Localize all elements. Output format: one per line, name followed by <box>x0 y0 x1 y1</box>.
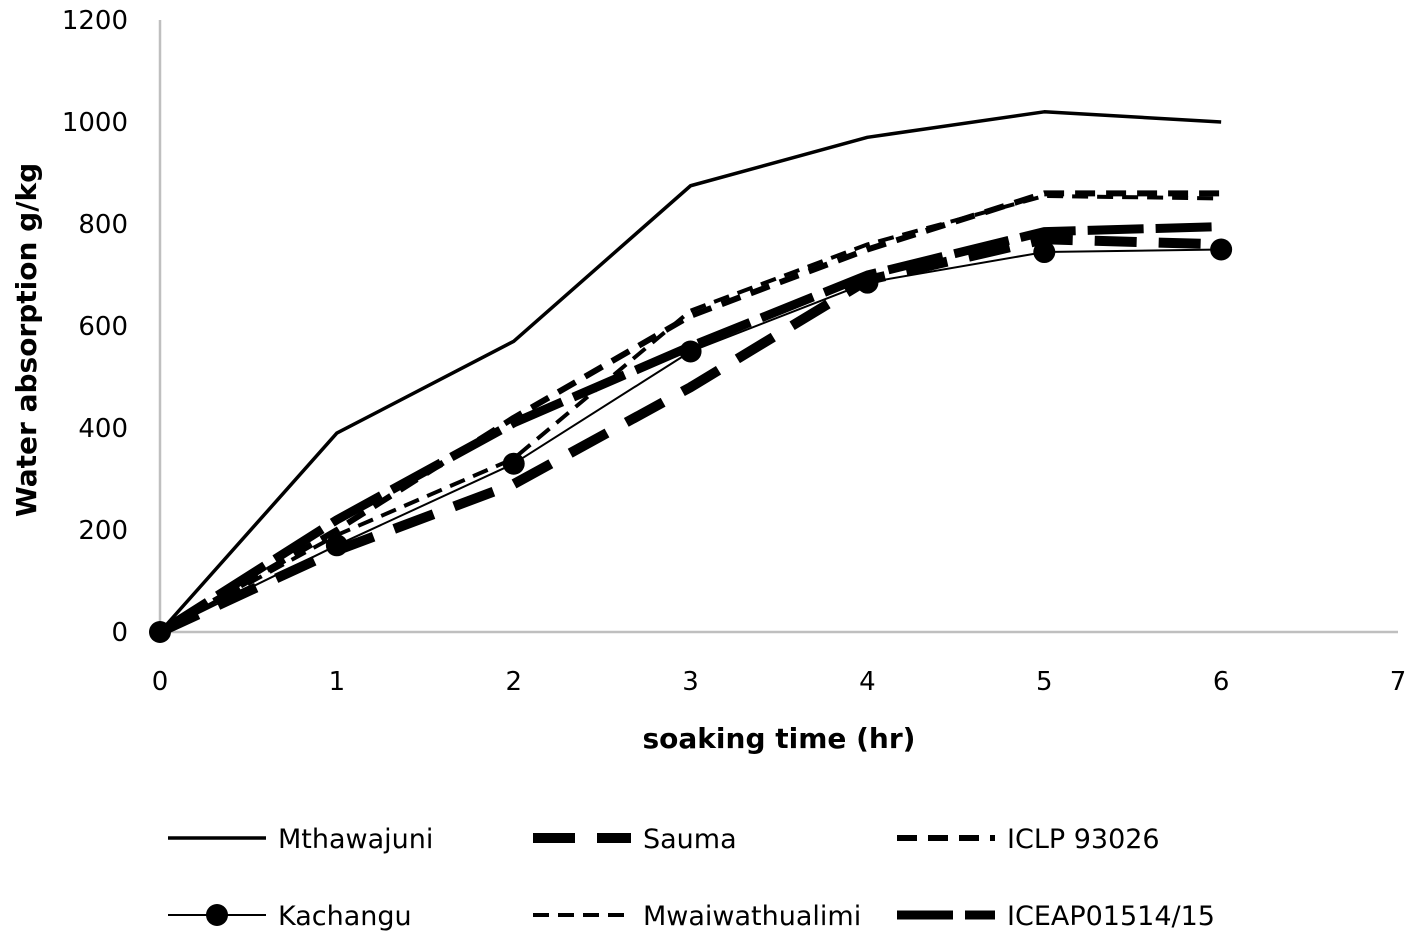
data-point-marker <box>325 534 348 557</box>
data-point-marker <box>502 452 525 475</box>
data-point-marker <box>1033 241 1056 264</box>
series-line-1 <box>158 110 1222 634</box>
y-tick-label: 400 <box>78 414 128 444</box>
x-tick-label: 3 <box>682 667 699 697</box>
legend-label-5: Mwaiwathualimi <box>643 901 861 932</box>
x-tick-label: 6 <box>1213 667 1230 697</box>
x-tick-label: 4 <box>859 667 876 697</box>
series-line-4 <box>159 248 1222 633</box>
series-line-3 <box>158 190 1222 635</box>
series-line-2 <box>157 234 1222 637</box>
y-tick-label: 0 <box>111 618 128 648</box>
legend-label-1: Mthawajuni <box>278 824 433 855</box>
legend-label-3: ICLP 93026 <box>1007 824 1160 855</box>
x-tick-label: 1 <box>329 667 346 697</box>
legend-label-6: ICEAP01514/15 <box>1007 901 1215 932</box>
legend-label-4: Kachangu <box>278 901 412 932</box>
series-line-5 <box>159 193 1222 634</box>
y-tick-label: 800 <box>78 210 128 240</box>
legend-label-2: Sauma <box>643 824 737 855</box>
y-tick-label: 200 <box>78 516 128 546</box>
x-tick-label: 0 <box>152 667 169 697</box>
x-tick-label: 5 <box>1036 667 1053 697</box>
legend-marker <box>206 904 228 926</box>
series-line-6 <box>157 222 1222 636</box>
x-tick-label: 7 <box>1390 667 1407 697</box>
data-point-marker <box>1210 238 1233 261</box>
x-axis-title: soaking time (hr) <box>643 722 916 755</box>
y-tick-label: 1200 <box>62 6 128 36</box>
y-axis-title: Water absorption g/kg <box>10 163 43 517</box>
y-tick-label: 1000 <box>62 108 128 138</box>
y-tick-label: 600 <box>78 312 128 342</box>
x-tick-label: 2 <box>505 667 522 697</box>
